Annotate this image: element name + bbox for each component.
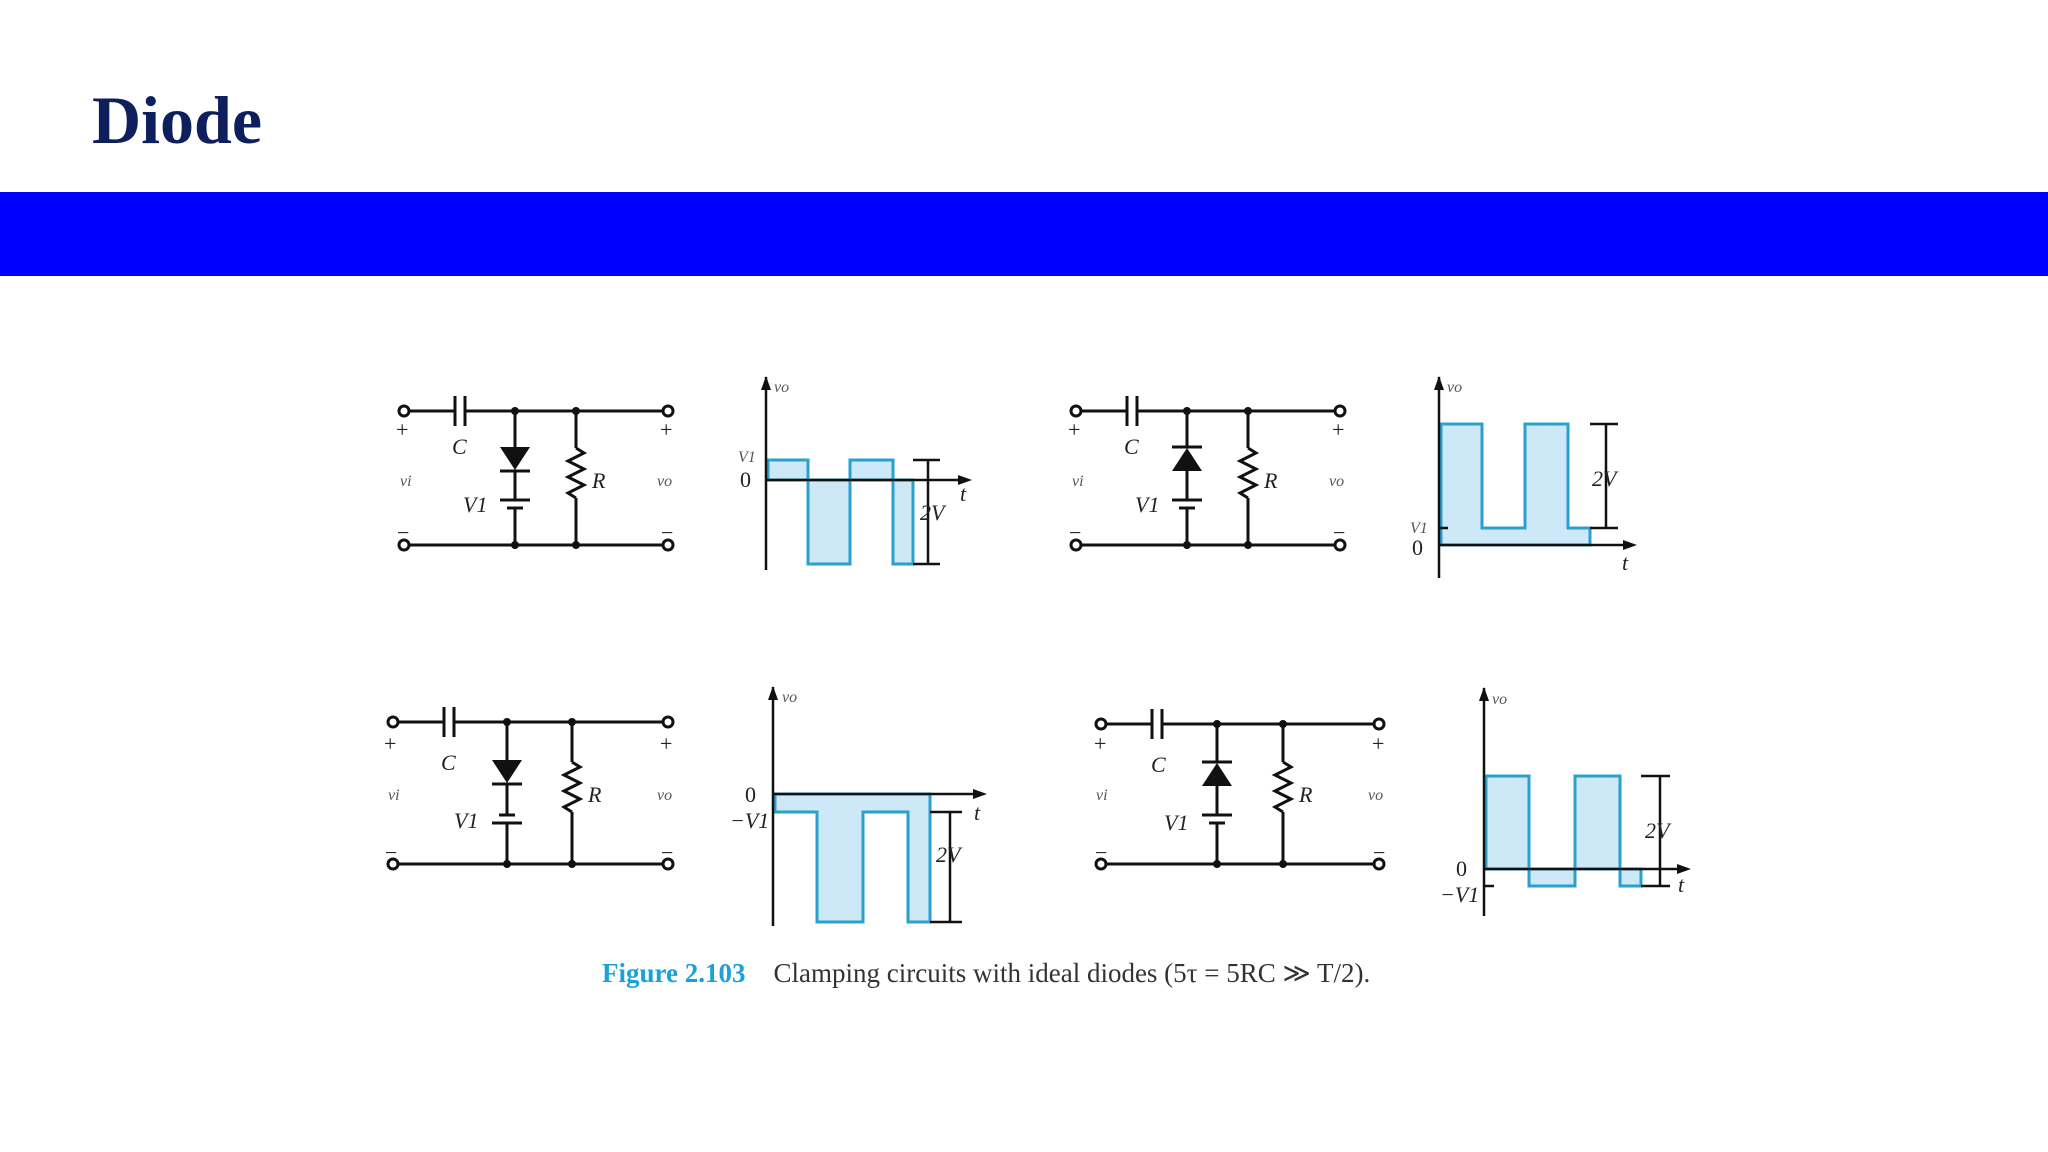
caption-text: Clamping circuits with ideal diodes (5τ … bbox=[773, 958, 1371, 988]
svg-text:V1: V1 bbox=[463, 492, 487, 517]
diode-symbol bbox=[1202, 763, 1232, 786]
svg-text:−: − bbox=[1373, 840, 1385, 865]
resistor-symbol bbox=[564, 446, 588, 500]
svg-text:−: − bbox=[661, 840, 673, 865]
circuit-3: + − + − C R vi vo V1 bbox=[384, 707, 675, 871]
svg-text:2V: 2V bbox=[936, 842, 963, 867]
slide-title: Diode bbox=[92, 82, 262, 158]
svg-text:−: − bbox=[385, 840, 397, 865]
svg-text:+: + bbox=[660, 731, 672, 756]
waveform-3: vo t 0 −V1 2V bbox=[730, 686, 987, 926]
svg-text:2V: 2V bbox=[920, 500, 947, 525]
svg-text:V1: V1 bbox=[1164, 810, 1188, 835]
svg-text:2V: 2V bbox=[1592, 466, 1619, 491]
resistor-symbol bbox=[1236, 446, 1260, 500]
figure-caption: Figure 2.103 Clamping circuits with ideal… bbox=[602, 958, 1370, 989]
svg-text:R: R bbox=[587, 782, 602, 807]
svg-text:V1: V1 bbox=[738, 449, 756, 466]
svg-text:R: R bbox=[1263, 468, 1278, 493]
svg-text:2V: 2V bbox=[1645, 818, 1672, 843]
svg-text:t: t bbox=[974, 800, 981, 825]
circuit-2: + − + − C R vi vo V1 bbox=[1068, 396, 1347, 552]
clamped-waveform bbox=[766, 458, 915, 566]
waveform-2: vo t V1 0 2V bbox=[1410, 376, 1637, 578]
svg-text:V1: V1 bbox=[454, 808, 478, 833]
resistor-symbol bbox=[1271, 760, 1295, 814]
svg-text:−V1: −V1 bbox=[730, 808, 769, 833]
svg-text:vo: vo bbox=[657, 473, 672, 490]
svg-text:R: R bbox=[1298, 782, 1313, 807]
svg-text:vi: vi bbox=[388, 787, 400, 804]
svg-text:vo: vo bbox=[1329, 473, 1344, 490]
svg-text:0: 0 bbox=[745, 782, 756, 807]
figure-number: Figure 2.103 bbox=[602, 958, 746, 988]
svg-text:R: R bbox=[591, 468, 606, 493]
title-bar bbox=[0, 192, 2048, 276]
waveform-1: vo t V1 0 2V bbox=[738, 376, 972, 570]
svg-text:vi: vi bbox=[1072, 473, 1084, 490]
svg-text:+: + bbox=[396, 417, 408, 442]
svg-text:t: t bbox=[1678, 872, 1685, 897]
diode-symbol bbox=[500, 447, 530, 470]
svg-text:vi: vi bbox=[400, 473, 412, 490]
svg-text:−: − bbox=[397, 520, 409, 545]
svg-text:−: − bbox=[1095, 840, 1107, 865]
svg-text:V1: V1 bbox=[1410, 520, 1428, 537]
resistor-symbol bbox=[560, 760, 584, 814]
svg-text:V1: V1 bbox=[1135, 492, 1159, 517]
svg-text:vi: vi bbox=[1096, 787, 1108, 804]
clamped-waveform bbox=[773, 792, 932, 924]
diode-symbol bbox=[492, 760, 522, 783]
svg-text:0: 0 bbox=[1412, 535, 1423, 560]
svg-text:C: C bbox=[1151, 752, 1166, 777]
svg-text:vo: vo bbox=[1447, 379, 1462, 396]
svg-text:−V1: −V1 bbox=[1440, 882, 1479, 907]
svg-text:vo: vo bbox=[774, 379, 789, 396]
svg-text:+: + bbox=[1372, 731, 1384, 756]
svg-text:+: + bbox=[660, 417, 672, 442]
svg-text:−: − bbox=[1069, 520, 1081, 545]
svg-text:−: − bbox=[1333, 520, 1345, 545]
circuit-4: + − + − C R vi vo V1 bbox=[1094, 709, 1386, 871]
clamped-waveform bbox=[1439, 422, 1592, 547]
svg-text:−: − bbox=[661, 520, 673, 545]
svg-text:+: + bbox=[1094, 731, 1106, 756]
svg-text:vo: vo bbox=[1492, 691, 1507, 708]
svg-text:C: C bbox=[1124, 434, 1139, 459]
svg-text:C: C bbox=[441, 750, 456, 775]
svg-text:t: t bbox=[1622, 550, 1629, 575]
svg-text:C: C bbox=[452, 434, 467, 459]
waveform-4: vo t 0 −V1 2V bbox=[1440, 687, 1691, 916]
svg-text:vo: vo bbox=[1368, 787, 1383, 804]
output-terminal bbox=[661, 404, 675, 418]
svg-text:+: + bbox=[1332, 417, 1344, 442]
svg-text:t: t bbox=[960, 481, 967, 506]
circuit-1: + − + − C R vi vo V1 bbox=[396, 396, 675, 552]
svg-text:+: + bbox=[384, 731, 396, 756]
diode-symbol bbox=[1172, 448, 1202, 471]
clamped-waveform bbox=[1484, 774, 1643, 888]
input-terminal bbox=[397, 404, 411, 418]
svg-text:0: 0 bbox=[1456, 856, 1467, 881]
svg-text:0: 0 bbox=[740, 467, 751, 492]
svg-text:+: + bbox=[1068, 417, 1080, 442]
svg-text:vo: vo bbox=[657, 787, 672, 804]
svg-text:vo: vo bbox=[782, 689, 797, 706]
